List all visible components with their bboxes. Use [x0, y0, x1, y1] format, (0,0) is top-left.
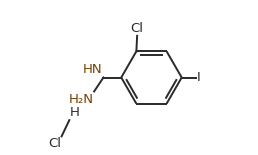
Text: H₂N: H₂N [68, 93, 93, 106]
Text: HN: HN [83, 63, 103, 76]
Text: H: H [70, 106, 80, 119]
Text: Cl: Cl [131, 22, 144, 35]
Text: Cl: Cl [48, 137, 61, 150]
Text: I: I [196, 71, 200, 84]
